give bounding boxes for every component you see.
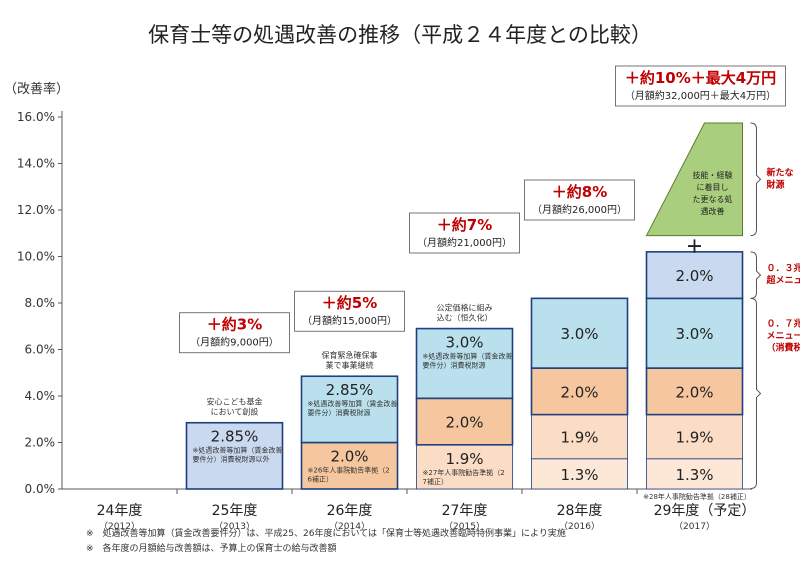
bracket-03 bbox=[751, 252, 761, 299]
segment-value-label: 3.0% bbox=[445, 334, 483, 352]
x-tick-sublabel: （2017） bbox=[674, 521, 715, 532]
bar-top-note: 保育緊急確保事業で事業継続 bbox=[322, 350, 378, 370]
segment-value-label: 2.0% bbox=[560, 383, 598, 401]
y-tick-label: 10.0% bbox=[17, 250, 55, 264]
chart-title: 保育士等の処遇改善の推移（平成２４年度との比較） bbox=[148, 23, 652, 47]
bracket-07 bbox=[751, 298, 761, 488]
y-tick-label: 16.0% bbox=[17, 110, 55, 124]
bracket-label-03: ０．３兆円超メニュー bbox=[766, 262, 800, 286]
segment-value-label: 2.85% bbox=[326, 381, 374, 399]
header-main: ＋約8% bbox=[552, 183, 607, 201]
bracket-label-new-funding: 新たな財源 bbox=[766, 166, 794, 190]
y-tick-label: 8.0% bbox=[25, 296, 56, 310]
segment-value-label: 2.85% bbox=[211, 428, 259, 446]
y-tick-label: 0.0% bbox=[25, 482, 56, 496]
header-main: ＋約7% bbox=[437, 216, 492, 234]
segment-value-label: 3.0% bbox=[560, 325, 598, 343]
plus-sign: ＋ bbox=[686, 238, 703, 258]
segment-value-label: 2.0% bbox=[675, 383, 713, 401]
header-sub: （月額約9,000円） bbox=[190, 336, 279, 349]
segment-value-label: 2.0% bbox=[445, 414, 483, 432]
bracket-label-07: ０．７兆円メニュー（消費税財源） bbox=[767, 317, 800, 353]
header-sub: （月額約21,000円） bbox=[417, 236, 512, 249]
footnote-1: ※ 処遇改善等加算（賃金改善要件分）は、平成25、26年度においては「保育士等処… bbox=[86, 527, 566, 539]
y-tick-label: 12.0% bbox=[17, 203, 55, 217]
segment-note: ※処遇改善等加算（賃金改善要件分）消費税財源以外 bbox=[193, 446, 283, 464]
segment-value-label: 2.0% bbox=[330, 448, 368, 466]
x-tick-label: 27年度 bbox=[442, 503, 488, 519]
segment-value-label: 1.9% bbox=[445, 450, 483, 468]
y-tick-label: 2.0% bbox=[25, 436, 56, 450]
header-sub: （月額約15,000円） bbox=[302, 314, 397, 327]
x-tick-label: 29年度（予定） bbox=[654, 503, 756, 519]
segment-value-label: 1.3% bbox=[560, 466, 598, 484]
bracket-new-funding bbox=[751, 123, 761, 236]
x-tick-label: 24年度 bbox=[97, 503, 143, 519]
bar-top-note: 公定価格に組み込む（恒久化） bbox=[437, 303, 493, 323]
x-tick-label: 26年度 bbox=[327, 503, 373, 519]
footnote-2: ※ 各年度の月額給与改善額は、予算上の保育士の給与改善額 bbox=[86, 542, 337, 554]
header-sub: （月額約32,000円＋最大4万円） bbox=[625, 89, 776, 102]
segment-value-label: 3.0% bbox=[675, 325, 713, 343]
y-tick-label: 4.0% bbox=[25, 389, 56, 403]
header-main: ＋約3% bbox=[207, 316, 262, 334]
header-main: ＋約10%＋最大4万円 bbox=[625, 69, 776, 87]
segment-value-label: 1.9% bbox=[560, 429, 598, 447]
header-main: ＋約5% bbox=[322, 294, 377, 312]
x-tick-label: 25年度 bbox=[212, 503, 258, 519]
y-axis-label: （改善率） bbox=[4, 81, 69, 97]
under-axis-note: ※28年人事院勧告準拠（28補正） bbox=[643, 492, 751, 501]
segment-value-label: 1.3% bbox=[675, 466, 713, 484]
x-tick-label: 28年度 bbox=[557, 503, 603, 519]
bar-top-note: 安心こども基金において創設 bbox=[207, 397, 263, 417]
bar-layer: 2.85%※処遇改善等加算（賃金改善要件分）消費税財源以外安心こども基金において… bbox=[187, 252, 743, 489]
segment-value-label: 2.0% bbox=[675, 267, 713, 285]
header-sub: （月額約26,000円） bbox=[532, 203, 627, 216]
y-tick-label: 6.0% bbox=[25, 343, 56, 357]
y-tick-label: 14.0% bbox=[17, 157, 55, 171]
segment-value-label: 1.9% bbox=[675, 429, 713, 447]
